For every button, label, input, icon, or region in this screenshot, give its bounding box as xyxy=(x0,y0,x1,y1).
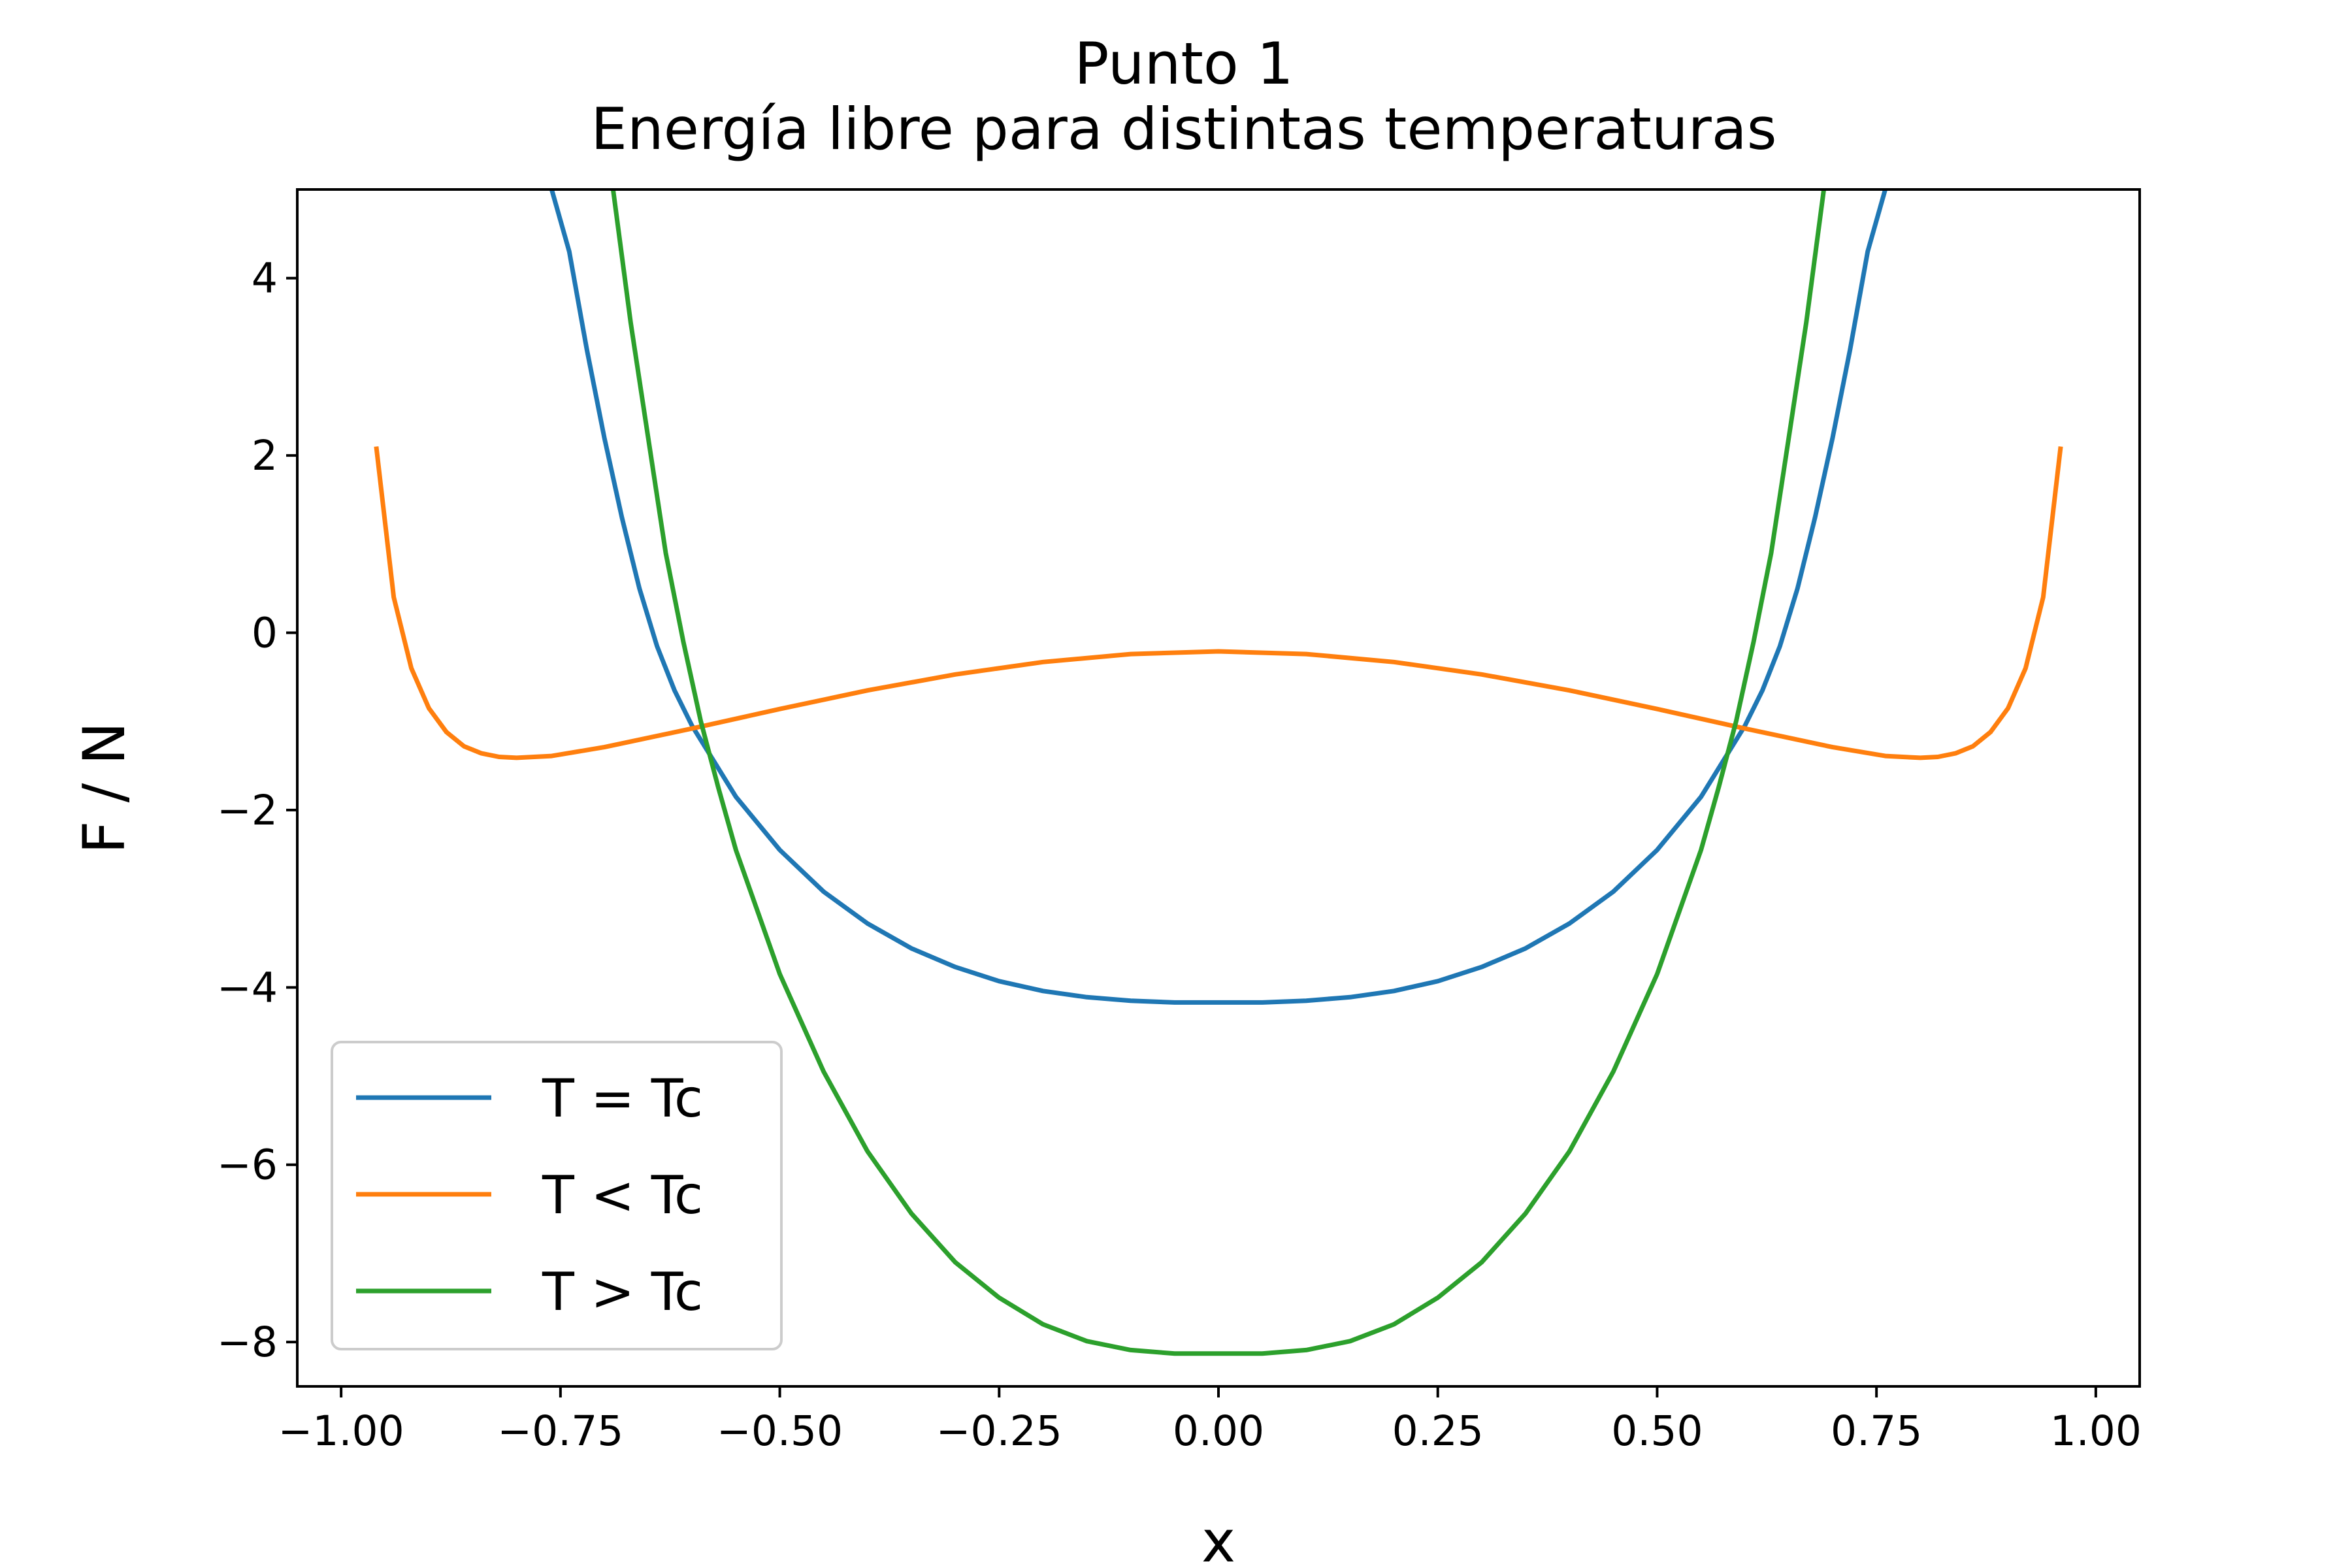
y-tick-label: −6 xyxy=(217,1141,278,1189)
x-tick-label: 0.25 xyxy=(1392,1407,1484,1455)
y-tick-label: −4 xyxy=(217,964,278,1011)
chart-title: Punto 1 xyxy=(1074,30,1293,97)
legend-box xyxy=(331,1041,783,1350)
x-axis-ticks: −1.00 −0.75 −0.50 −0.25 0.00 0.25 0.50 0.75 1.00 xyxy=(278,1386,2142,1455)
y-axis-ticks: 4 2 0 −2 −4 −6 −8 xyxy=(217,255,297,1366)
chart-subtitle: Energía libre para distintas temperatura… xyxy=(591,95,1776,163)
x-tick-label: 0.00 xyxy=(1173,1407,1264,1455)
legend-label-2: T > Tc xyxy=(542,1262,703,1322)
legend: T = Tc T < Tc T > Tc xyxy=(331,1041,783,1350)
x-tick-label: 1.00 xyxy=(2050,1407,2142,1455)
x-axis-label: x xyxy=(1201,1508,1235,1568)
series-layer xyxy=(374,189,2063,1356)
x-tick-label: −1.00 xyxy=(278,1407,404,1455)
series-line-1 xyxy=(374,446,2063,760)
y-tick-label: −2 xyxy=(217,787,278,834)
x-tick-label: 0.75 xyxy=(1831,1407,1922,1455)
legend-label-0: T = Tc xyxy=(542,1068,703,1129)
y-axis-label: F / N xyxy=(71,722,138,854)
y-tick-label: 2 xyxy=(252,432,278,480)
y-tick-label: 0 xyxy=(252,610,278,657)
series-line-2 xyxy=(610,189,1827,1356)
legend-label-1: T < Tc xyxy=(542,1165,703,1226)
x-tick-label: 0.50 xyxy=(1611,1407,1703,1455)
x-tick-label: −0.50 xyxy=(717,1407,843,1455)
x-tick-label: −0.25 xyxy=(936,1407,1062,1455)
x-tick-label: −0.75 xyxy=(497,1407,623,1455)
y-tick-label: −8 xyxy=(217,1318,278,1366)
series-line-0 xyxy=(549,189,1887,1005)
y-tick-label: 4 xyxy=(252,255,278,302)
